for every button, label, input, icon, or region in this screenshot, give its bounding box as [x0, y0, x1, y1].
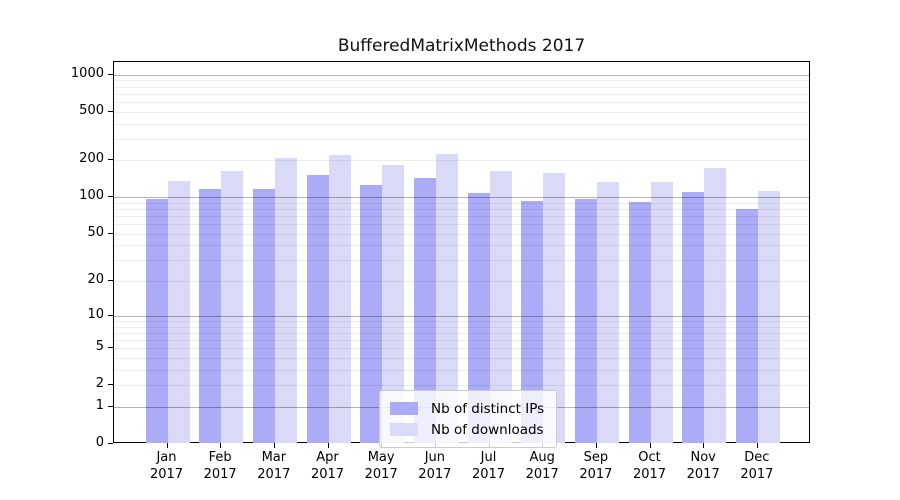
legend-swatch-distinct-ips — [390, 402, 418, 415]
gridline-minor — [114, 80, 809, 82]
bar-downloads-jan — [167, 181, 190, 443]
y-tick-label: 1000 — [70, 65, 104, 81]
y-tick-label: 5 — [95, 339, 104, 355]
x-tick-mark — [220, 443, 222, 448]
y-tick-label: 500 — [79, 102, 104, 118]
y-tick-mark — [108, 443, 113, 444]
bar-downloads-feb — [221, 171, 244, 443]
bar-downloads-apr — [328, 155, 351, 443]
legend-item-downloads: Nb of downloads — [390, 419, 544, 440]
x-tick-label: Nov 2017 — [686, 450, 720, 482]
y-tick-label: 0 — [95, 435, 104, 450]
bar-ips-nov — [682, 192, 705, 443]
y-tick-label: 100 — [79, 188, 104, 204]
bar-ips-may — [360, 185, 383, 443]
bar-ips-jun — [413, 177, 436, 443]
legend-item-distinct-ips: Nb of distinct IPs — [390, 398, 544, 419]
bar-downloads-jul — [489, 171, 512, 443]
x-tick-label: May 2017 — [364, 450, 398, 482]
x-tick-mark — [595, 443, 597, 448]
bar-ips-feb — [199, 188, 222, 443]
bar-ips-sep — [574, 198, 597, 443]
x-tick-label: Feb 2017 — [203, 450, 237, 482]
gridline-minor — [114, 160, 809, 162]
bar-ips-jul — [467, 193, 490, 443]
x-tick-label: Oct 2017 — [632, 450, 667, 482]
x-tick-label: Jun 2017 — [418, 450, 452, 482]
x-tick-mark — [327, 443, 329, 448]
y-tick-mark — [108, 405, 113, 407]
gridline-minor — [114, 93, 809, 95]
bar-downloads-sep — [596, 181, 619, 443]
y-tick-label: 10 — [87, 306, 104, 322]
y-tick-label: 1 — [95, 397, 104, 413]
x-tick-mark — [756, 443, 758, 448]
x-tick-label: Aug 2017 — [525, 450, 559, 482]
bar-ips-dec — [735, 209, 758, 443]
x-tick-mark — [649, 443, 651, 448]
bar-ips-aug — [521, 200, 544, 443]
x-tick-label: Mar 2017 — [257, 450, 291, 482]
y-tick-label: 20 — [87, 272, 104, 288]
x-tick-label: Sep 2017 — [579, 450, 613, 482]
y-tick-mark — [108, 347, 113, 349]
y-tick-mark — [108, 314, 113, 316]
gridline-minor — [114, 111, 809, 113]
plot-area: Nb of distinct IPs Nb of downloads — [113, 61, 810, 448]
chart-title: BufferedMatrixMethods 2017 — [337, 36, 586, 56]
y-tick-label: 50 — [87, 224, 104, 240]
bar-downloads-may — [382, 165, 405, 443]
gridline-minor — [114, 123, 809, 125]
gridline-minor — [114, 101, 809, 103]
x-tick-label: Jan 2017 — [149, 450, 184, 482]
bar-downloads-aug — [543, 173, 566, 443]
x-tick-label: Apr 2017 — [310, 450, 345, 482]
y-tick-label: 2 — [95, 376, 104, 392]
bar-downloads-dec — [757, 190, 780, 443]
x-tick-mark — [703, 443, 705, 448]
legend: Nb of distinct IPs Nb of downloads — [379, 390, 558, 448]
y-tick-mark — [108, 196, 113, 198]
bar-ips-apr — [306, 174, 329, 443]
gridline-minor — [114, 138, 809, 140]
y-tick-mark — [108, 280, 113, 282]
bar-downloads-mar — [274, 157, 297, 443]
legend-label-downloads: Nb of downloads — [431, 421, 544, 438]
legend-swatch-downloads — [390, 423, 418, 436]
y-tick-mark — [108, 73, 113, 75]
bar-downloads-nov — [704, 167, 727, 443]
x-tick-label: Dec 2017 — [740, 450, 774, 482]
bar-downloads-oct — [650, 181, 673, 443]
y-tick-mark — [108, 159, 113, 161]
legend-label-distinct-ips: Nb of distinct IPs — [431, 400, 545, 417]
y-tick-mark — [108, 110, 113, 112]
y-tick-label: 200 — [79, 151, 104, 167]
bar-ips-oct — [628, 202, 651, 443]
x-tick-label: Jul 2017 — [471, 450, 506, 482]
bar-downloads-jun — [435, 153, 458, 443]
x-tick-mark — [166, 443, 168, 448]
y-tick-mark — [108, 232, 113, 234]
gridline-minor — [114, 86, 809, 88]
bar-ips-jan — [145, 198, 168, 443]
gridline-major — [114, 74, 809, 76]
bar-ips-mar — [252, 188, 275, 443]
y-tick-mark — [108, 384, 113, 386]
x-tick-mark — [273, 443, 275, 448]
